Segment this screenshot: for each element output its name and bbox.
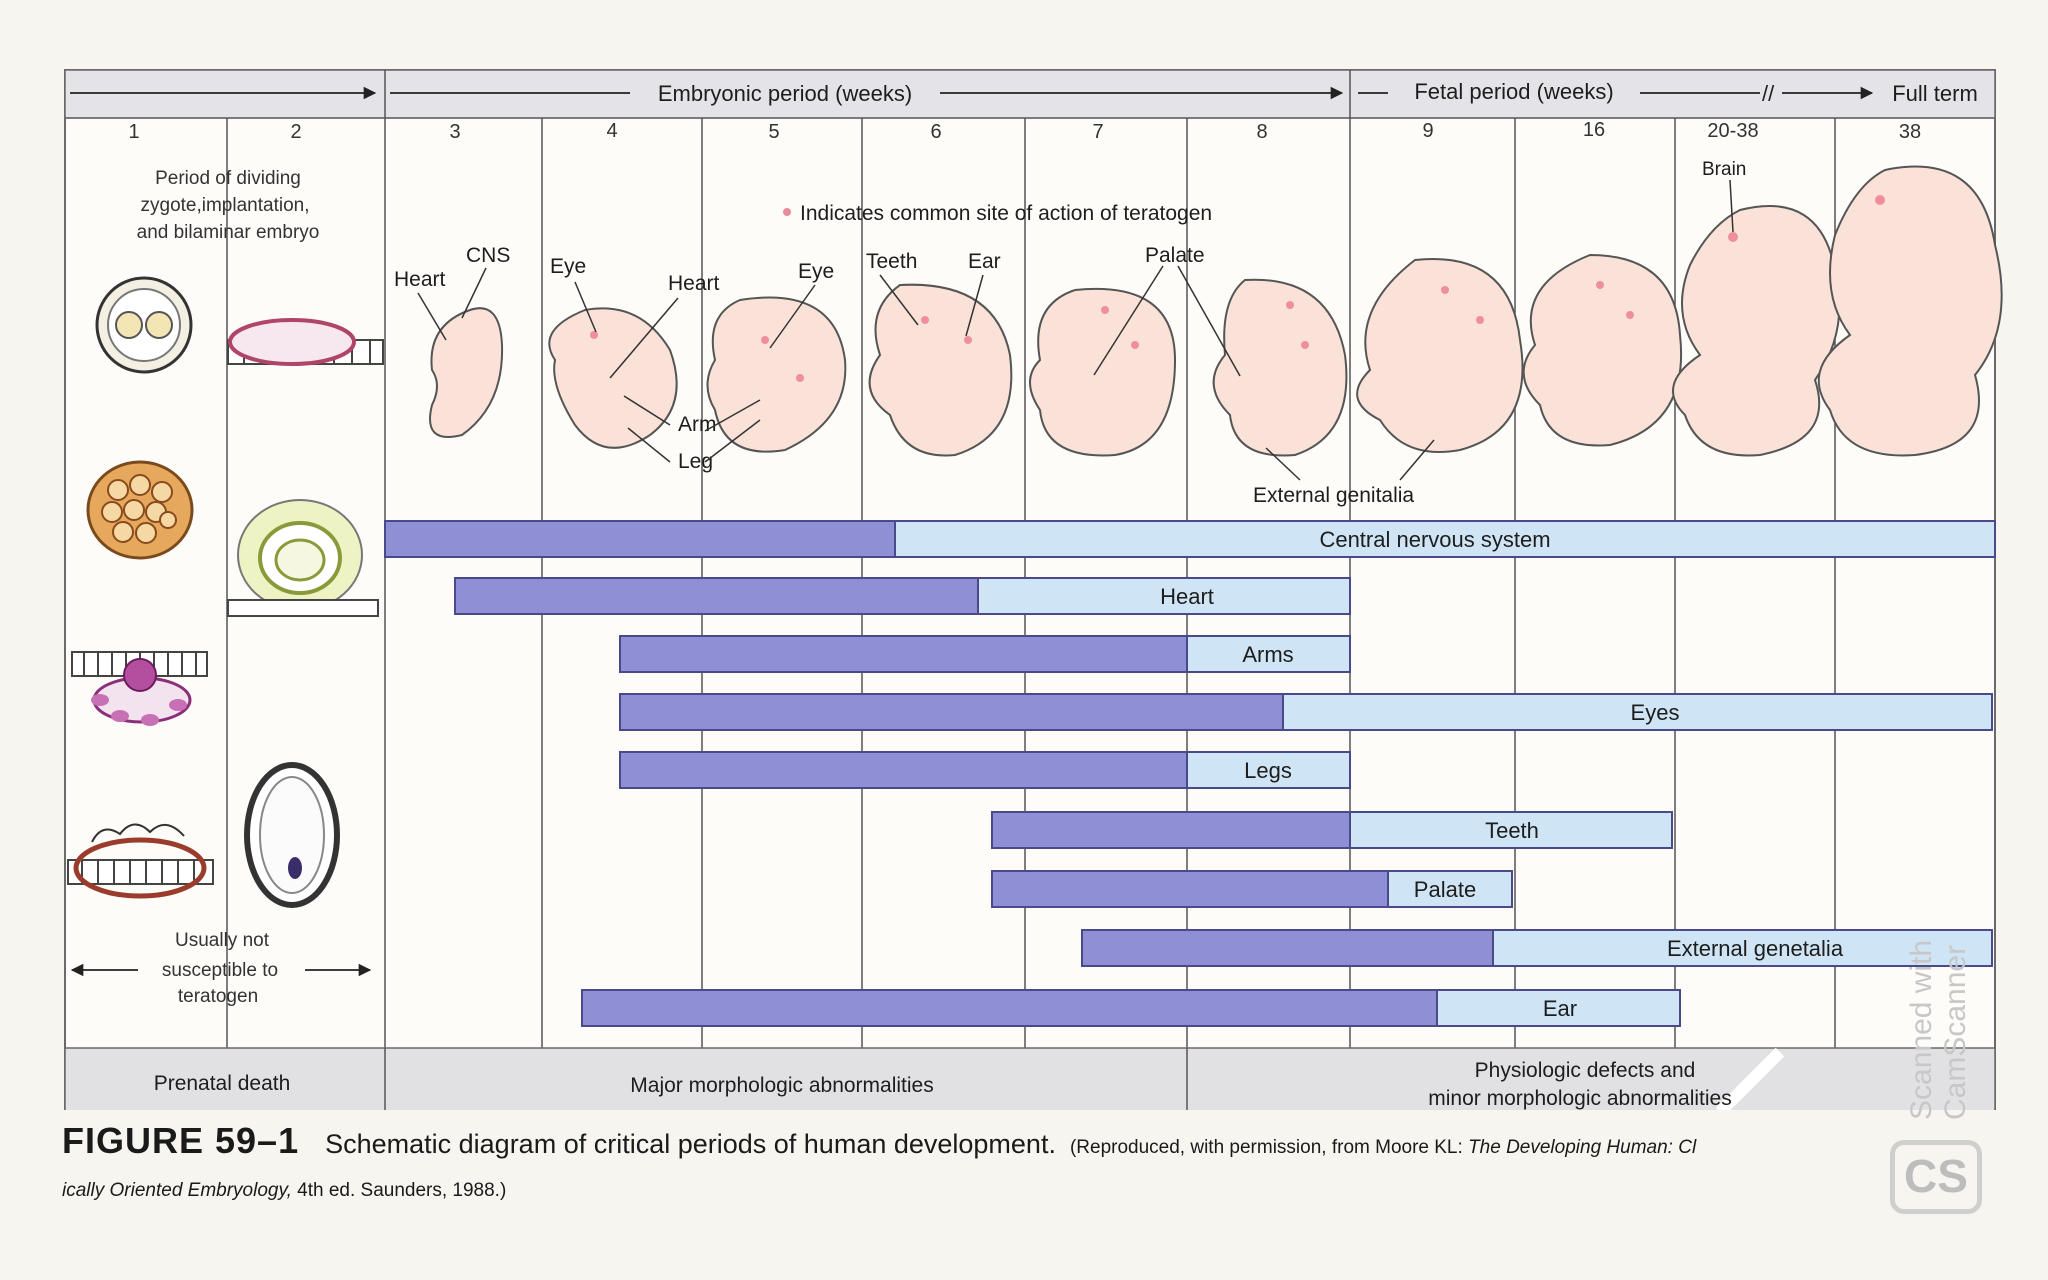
embryo-labels: Heart CNS Eye Heart Eye Teeth Ear Palate… bbox=[394, 159, 1746, 507]
week-label: 9 bbox=[1422, 120, 1433, 142]
organ-label: Teeth bbox=[1485, 818, 1539, 843]
svg-text:Palate: Palate bbox=[1145, 244, 1205, 267]
svg-text:zygote,implantation,: zygote,implantation, bbox=[141, 195, 310, 216]
svg-text:Eye: Eye bbox=[798, 260, 834, 283]
scanner-watermark: Scanned with CamScanner bbox=[1905, 939, 1972, 1120]
week-label: 2 bbox=[290, 121, 301, 143]
svg-text:Period of dividing: Period of dividing bbox=[155, 168, 301, 189]
embryo-illustrations bbox=[429, 165, 2003, 457]
embryonic-period-label: Embryonic period (weeks) bbox=[658, 81, 912, 106]
figure-number: FIGURE 59–1 bbox=[62, 1120, 300, 1161]
less-sensitive-bar bbox=[894, 520, 1996, 558]
week-label: 38 bbox=[1899, 121, 1921, 143]
prenatal-death-label: Prenatal death bbox=[154, 1072, 291, 1095]
organ-label: Eyes bbox=[1631, 700, 1680, 725]
week-label: 6 bbox=[930, 121, 941, 143]
organ-label: Legs bbox=[1244, 758, 1292, 783]
major-abnormalities-label: Major morphologic abnormalities bbox=[630, 1074, 933, 1097]
svg-text:Heart: Heart bbox=[394, 268, 446, 291]
svg-text:Heart: Heart bbox=[668, 272, 720, 295]
less-sensitive-bar bbox=[1387, 870, 1513, 908]
organ-label: External genetalia bbox=[1667, 936, 1844, 961]
not-susceptible-text: Usually not susceptible to teratogen bbox=[162, 930, 278, 1007]
less-sensitive-bar bbox=[1492, 929, 1993, 967]
sensitivity-bars: Central nervous system Heart Arms Eyes Legs T… bbox=[384, 520, 1996, 1027]
figure-credit: (Reproduced, with permission, from Moore… bbox=[1069, 1137, 1697, 1158]
minor-abnormalities-label: minor morphologic abnormalities bbox=[1428, 1087, 1731, 1110]
highly-sensitive-bar bbox=[384, 520, 896, 558]
less-sensitive-bar bbox=[977, 577, 1351, 615]
highly-sensitive-bar bbox=[619, 751, 1188, 789]
zygote-illustrations bbox=[67, 276, 384, 908]
teratogen-site-dot bbox=[783, 208, 791, 216]
week-label: 4 bbox=[606, 120, 617, 142]
week-label: 7 bbox=[1092, 121, 1103, 143]
highly-sensitive-bar bbox=[991, 870, 1389, 908]
svg-text:Usually not: Usually not bbox=[175, 930, 270, 951]
label-pointer-lines bbox=[417, 179, 1734, 481]
organ-label: Heart bbox=[1160, 584, 1214, 609]
figure-caption: FIGURE 59–1 Schematic diagram of critical… bbox=[62, 1120, 1992, 1170]
week-numbers: 1 2 3 4 5 6 7 8 9 16 20-38 38 bbox=[128, 119, 1921, 143]
highly-sensitive-bar bbox=[454, 577, 979, 615]
svg-text:Ear: Ear bbox=[968, 250, 1001, 273]
outcome-band bbox=[64, 1047, 1996, 1110]
svg-text:External genitalia: External genitalia bbox=[1253, 484, 1414, 507]
early-period-text: Period of dividing zygote,implantation, … bbox=[137, 168, 320, 243]
figure-citation: ically Oriented Embryology, 4th ed. Saun… bbox=[62, 1180, 507, 1201]
less-sensitive-bar bbox=[1436, 989, 1681, 1027]
organ-label: Palate bbox=[1414, 877, 1476, 902]
figure-title: Schematic diagram of critical periods of… bbox=[325, 1129, 1056, 1159]
critical-periods-diagram: // Embryonic period (weeks) Fetal period… bbox=[64, 69, 2003, 1110]
less-sensitive-bar bbox=[1349, 811, 1673, 849]
highly-sensitive-bar bbox=[991, 811, 1351, 849]
week-label: 8 bbox=[1256, 121, 1267, 143]
week-label: 1 bbox=[128, 121, 139, 143]
organ-label: Arms bbox=[1242, 642, 1293, 667]
highly-sensitive-bar bbox=[619, 693, 1284, 731]
camscanner-logo-icon: CS bbox=[1890, 1140, 1982, 1214]
highly-sensitive-bar bbox=[619, 635, 1188, 673]
organ-label: Central nervous system bbox=[1319, 527, 1550, 552]
svg-text:Eye: Eye bbox=[550, 255, 586, 278]
highly-sensitive-bar bbox=[1081, 929, 1494, 967]
week-label: 5 bbox=[768, 121, 779, 143]
highly-sensitive-bar bbox=[581, 989, 1438, 1027]
less-sensitive-bar bbox=[1186, 635, 1351, 673]
week-label: 20-38 bbox=[1707, 120, 1758, 142]
svg-text:Arm: Arm bbox=[678, 413, 717, 436]
full-term-label: Full term bbox=[1892, 81, 1978, 106]
svg-text:teratogen: teratogen bbox=[178, 986, 258, 1007]
svg-text:Brain: Brain bbox=[1702, 159, 1746, 180]
svg-text:Teeth: Teeth bbox=[866, 250, 917, 273]
svg-text:CNS: CNS bbox=[466, 244, 510, 267]
teratogen-site-dots bbox=[590, 195, 1885, 382]
week-label: 16 bbox=[1583, 119, 1605, 141]
organ-label: Ear bbox=[1543, 996, 1577, 1021]
svg-text:and bilaminar embryo: and bilaminar embryo bbox=[137, 222, 320, 243]
period-header-band bbox=[64, 69, 1996, 119]
week-label: 3 bbox=[449, 121, 460, 143]
less-sensitive-bar bbox=[1186, 751, 1351, 789]
legend-note: Indicates common site of action of terat… bbox=[800, 202, 1212, 225]
svg-text:susceptible to: susceptible to bbox=[162, 960, 278, 981]
fetal-period-label: Fetal period (weeks) bbox=[1414, 79, 1613, 104]
less-sensitive-bar bbox=[1282, 693, 1993, 731]
physiologic-defects-label: Physiologic defects and bbox=[1475, 1059, 1696, 1082]
svg-text:Leg: Leg bbox=[678, 450, 713, 473]
svg-text://: // bbox=[1762, 81, 1775, 106]
